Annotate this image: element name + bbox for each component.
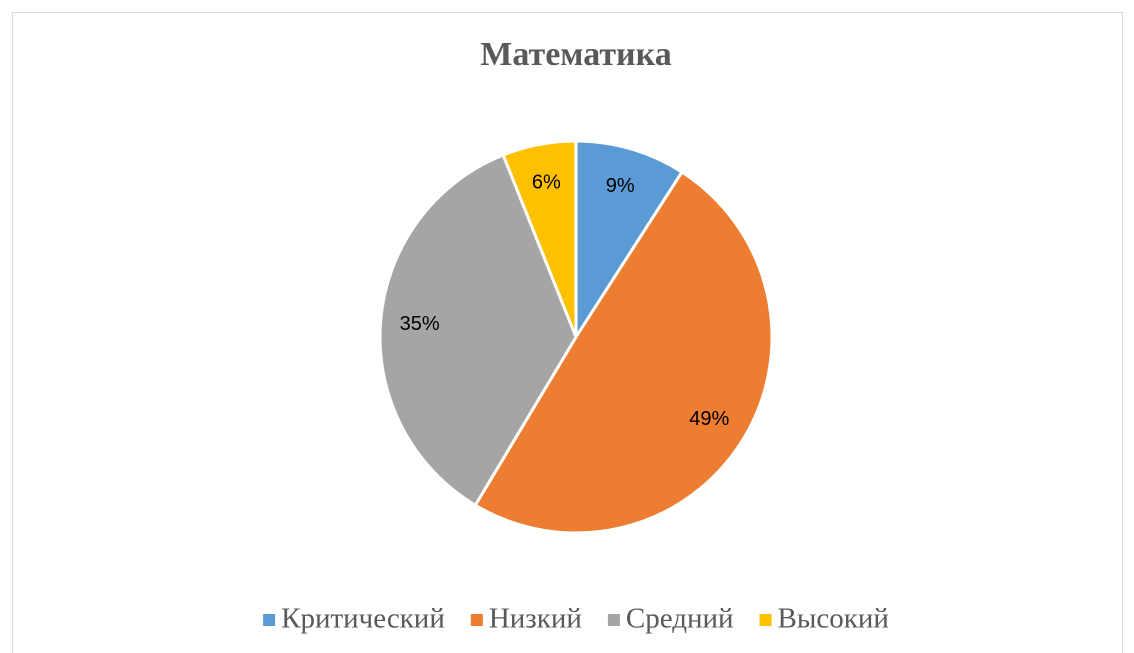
legend-label: Низкий (489, 603, 582, 635)
legend-swatch (607, 614, 620, 626)
data-label: 35% (400, 313, 440, 335)
legend-label: Критический (281, 603, 445, 635)
legend-swatch (470, 614, 483, 626)
data-label: 6% (532, 171, 561, 193)
data-label: 49% (689, 408, 729, 430)
legend-swatch (759, 614, 772, 626)
legend-swatch (263, 614, 276, 626)
pie-slice (378, 153, 578, 508)
legend: Критический Низкий Средний Высокий (263, 603, 889, 635)
pie-slice (501, 139, 578, 338)
pie-slice (574, 139, 685, 343)
legend-label: Средний (626, 603, 734, 635)
legend-label: Высокий (778, 603, 889, 635)
chart-title: Математика (480, 36, 671, 73)
pie-slice (473, 170, 774, 535)
data-label: 9% (606, 175, 635, 197)
